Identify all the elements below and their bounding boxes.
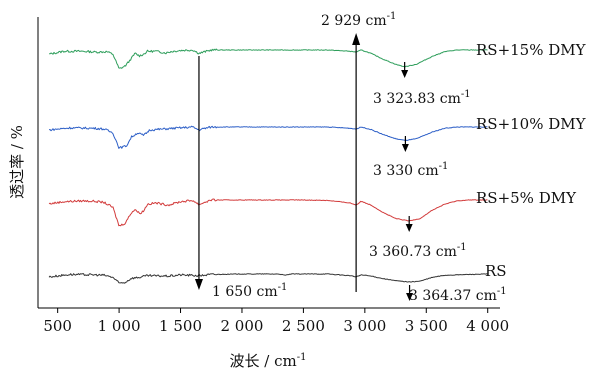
- series-label-rs10: RS+10% DMY: [476, 115, 587, 133]
- x-tick-label: 1 500: [159, 317, 202, 335]
- spectrum-line: [49, 48, 488, 69]
- series-labels: RS+15% DMY RS+10% DMY RS+5% DMY RS: [476, 41, 587, 280]
- x-tick-label: 500: [43, 317, 72, 335]
- x-tick-label: 3 500: [405, 317, 448, 335]
- marker-arrowhead: [352, 33, 361, 45]
- peak-arrowhead: [401, 144, 409, 152]
- x-tick-label: 4 000: [466, 317, 509, 335]
- markers: [194, 33, 361, 292]
- series-label-rs: RS: [485, 262, 507, 280]
- annotation-1650: 1 650 cm-1: [212, 282, 287, 300]
- annotations: 2 929 cm-1 3 323.83 cm-1 3 330 cm-1 3 36…: [212, 11, 507, 304]
- spectrum-line: [48, 273, 488, 284]
- spectra: [48, 48, 488, 284]
- annotation-3360: 3 360.73 cm-1: [369, 242, 467, 260]
- peak-arrowhead: [406, 293, 414, 301]
- series-label-rs15: RS+15% DMY: [476, 41, 587, 59]
- annotation-3323: 3 323.83 cm-1: [373, 89, 471, 107]
- annotation-3364: 3 364.37 cm-1: [409, 286, 507, 304]
- x-tick-label: 1 000: [98, 317, 141, 335]
- annotation-2929: 2 929 cm-1: [321, 11, 396, 29]
- x-tick-label: 3 000: [343, 317, 386, 335]
- marker-arrowhead: [194, 279, 203, 290]
- x-tick-label: 2 000: [220, 317, 263, 335]
- spectrum-line: [48, 125, 488, 149]
- y-axis-title: 透过率 / %: [8, 125, 26, 199]
- plot-area: [37, 17, 500, 309]
- peak-arrowhead: [401, 70, 409, 78]
- x-tick-label: 2 500: [282, 317, 325, 335]
- x-axis-title: 波长 / cm-1: [230, 352, 307, 370]
- peak-arrowhead: [405, 224, 413, 232]
- series-label-rs5: RS+5% DMY: [476, 189, 577, 207]
- spectrum-line: [48, 198, 488, 227]
- peak-arrows: [401, 62, 414, 301]
- annotation-3330: 3 330 cm-1: [373, 161, 448, 179]
- x-ticks: 500 1 000 1 500 2 000 2 500 3 000 3 500 4 000: [43, 308, 509, 335]
